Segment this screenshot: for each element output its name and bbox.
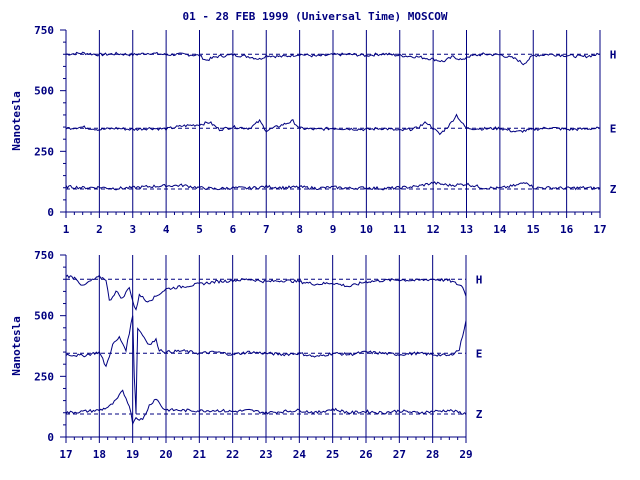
series-line-e xyxy=(65,113,601,136)
x-tick-label: 5 xyxy=(196,223,203,236)
x-tick-label: 1 xyxy=(63,223,70,236)
series-label-h: H xyxy=(476,273,483,286)
y-axis-label: Nanotesla xyxy=(10,316,23,376)
y-tick-label: 250 xyxy=(34,370,54,383)
y-axis-label: Nanotesla xyxy=(10,91,23,151)
x-tick-label: 27 xyxy=(393,448,406,461)
series-label-h: H xyxy=(610,48,617,61)
chart-title: 01 - 28 FEB 1999 (Universal Time) MOSCOW xyxy=(183,10,448,23)
x-tick-label: 21 xyxy=(193,448,207,461)
series-line-z xyxy=(65,181,601,191)
x-tick-label: 11 xyxy=(393,223,407,236)
y-tick-label: 750 xyxy=(34,249,54,262)
x-tick-label: 8 xyxy=(296,223,303,236)
y-tick-label: 0 xyxy=(47,206,54,219)
x-tick-label: 26 xyxy=(359,448,373,461)
y-tick-label: 0 xyxy=(47,431,54,444)
x-tick-label: 13 xyxy=(460,223,473,236)
y-tick-label: 500 xyxy=(34,85,54,98)
x-tick-label: 14 xyxy=(493,223,507,236)
x-tick-label: 22 xyxy=(226,448,239,461)
series-line-e xyxy=(65,315,467,414)
series-label-z: Z xyxy=(610,183,617,196)
x-tick-label: 17 xyxy=(593,223,606,236)
panel-days-1-17: 1 2 3 4 5 6 7 8 9 10 11 12 13 14 15 16 170250500750Nanot… xyxy=(10,24,617,236)
x-tick-label: 4 xyxy=(163,223,170,236)
x-tick-label: 12 xyxy=(427,223,440,236)
series-label-e: E xyxy=(610,122,617,135)
y-tick-label: 250 xyxy=(34,145,54,158)
x-tick-label: 2 xyxy=(96,223,103,236)
x-tick-label: 28 xyxy=(426,448,439,461)
x-tick-label: 20 xyxy=(159,448,172,461)
x-tick-label: 17 xyxy=(59,448,72,461)
series-line-z xyxy=(65,389,467,426)
series-line-h xyxy=(65,274,467,311)
panel-days-17-29: 17 18 19 20 21 22 23 24 25 26 27 28 29 0 250 500 750 Nano… xyxy=(10,249,483,461)
x-tick-label: 19 xyxy=(126,448,139,461)
y-tick-label: 750 xyxy=(34,24,54,37)
x-tick-label: 24 xyxy=(293,448,307,461)
x-tick-label: 23 xyxy=(259,448,272,461)
x-tick-label: 10 xyxy=(360,223,373,236)
series-label-e: E xyxy=(476,347,483,360)
series-line-h xyxy=(65,51,601,66)
x-tick-label: 9 xyxy=(330,223,337,236)
x-tick-label: 7 xyxy=(263,223,270,236)
x-tick-label: 25 xyxy=(326,448,339,461)
x-tick-label: 29 xyxy=(459,448,472,461)
y-tick-label: 500 xyxy=(34,310,54,323)
x-tick-label: 18 xyxy=(93,448,106,461)
x-tick-label: 16 xyxy=(560,223,574,236)
series-label-z: Z xyxy=(476,408,483,421)
x-tick-label: 15 xyxy=(527,223,540,236)
x-tick-label: 3 xyxy=(129,223,136,236)
x-tick-label: 6 xyxy=(230,223,237,236)
